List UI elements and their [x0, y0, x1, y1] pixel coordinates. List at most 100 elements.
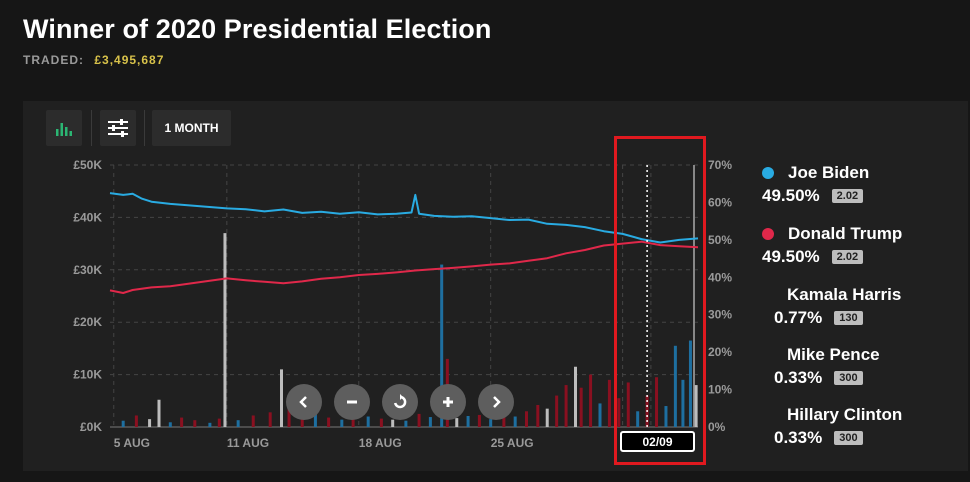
volume-bar	[574, 366, 577, 427]
volume-bar	[589, 374, 593, 427]
volume-bar	[477, 414, 481, 427]
x-axis-tick-label: 11 AUG	[227, 436, 269, 450]
volume-bar	[664, 406, 668, 427]
volume-bar	[455, 418, 459, 427]
candidate-name: Donald Trump	[788, 224, 903, 243]
chevron-right-icon	[493, 396, 501, 408]
odds-badge: 300	[834, 371, 863, 385]
candidate-percent: 49.50%	[762, 247, 820, 266]
volume-bar	[681, 379, 685, 427]
legend-item-pence[interactable]: Mike Pence 0.33% 300	[774, 345, 880, 388]
volume-bar	[564, 385, 568, 427]
volume-bar	[404, 420, 408, 427]
volume-bar	[268, 412, 272, 427]
plus-icon	[443, 397, 453, 407]
chart-type-button[interactable]	[46, 110, 82, 146]
toolbar-divider	[144, 110, 145, 146]
series-dot-icon	[762, 167, 774, 179]
volume-bar	[626, 382, 630, 427]
volume-bar	[607, 379, 611, 427]
odds-badge: 2.02	[831, 250, 864, 264]
range-1-month-button[interactable]: 1 MONTH	[152, 110, 231, 146]
left-axis-tick-label: £20K	[73, 315, 102, 329]
volume-bar	[157, 399, 161, 427]
odds-badge: 300	[834, 431, 863, 445]
x-axis-tick-label: 18 AUG	[359, 436, 402, 450]
volume-bar	[440, 264, 444, 427]
volume-bar	[313, 410, 317, 427]
legend-item-clinton[interactable]: Hillary Clinton 0.33% 300	[774, 405, 902, 448]
reset-zoom-button[interactable]	[382, 384, 418, 420]
volume-bar	[545, 408, 549, 427]
volume-bar	[366, 416, 370, 427]
traded-label: TRADED:	[23, 53, 84, 67]
volume-bar	[466, 415, 470, 427]
volume-bar	[525, 411, 528, 427]
traded-value: £3,495,687	[94, 53, 165, 67]
candidate-name: Joe Biden	[788, 163, 870, 182]
minus-icon	[347, 400, 357, 404]
left-axis-tick-label: £40K	[73, 210, 102, 224]
series-line	[109, 192, 699, 244]
candidate-percent: 49.50%	[762, 186, 820, 205]
volume-bar	[428, 417, 432, 427]
scroll-right-button[interactable]	[478, 384, 514, 420]
volume-bar	[636, 411, 640, 427]
traded-summary: TRADED: £3,495,687	[23, 53, 164, 67]
reset-icon	[393, 394, 407, 409]
volume-bar	[134, 415, 138, 427]
candidate-name: Kamala Harris	[787, 285, 902, 304]
volume-bar	[280, 369, 283, 427]
right-axis-tick-label: 0%	[708, 420, 726, 434]
volume-bar	[555, 395, 559, 427]
volume-bar	[617, 398, 621, 427]
volume-bar	[391, 419, 395, 427]
right-axis-tick-label: 50%	[708, 233, 732, 247]
zoom-out-button[interactable]	[334, 384, 370, 420]
volume-bar	[121, 420, 125, 427]
x-axis-tick-label: 5 AUG	[114, 436, 150, 450]
candidate-name: Mike Pence	[787, 345, 880, 364]
highlight-frame	[614, 136, 706, 465]
toolbar-divider	[91, 110, 92, 146]
left-axis-tick-label: £10K	[73, 368, 102, 382]
volume-bar	[489, 419, 493, 427]
volume-bar	[287, 408, 291, 427]
volume-bar	[340, 419, 344, 427]
legend-item-biden[interactable]: Joe Biden 49.50% 2.02	[762, 163, 869, 206]
volume-bar	[379, 418, 383, 427]
right-axis-tick-label: 30%	[708, 308, 732, 322]
volume-bar	[327, 417, 331, 427]
volume-bar	[502, 413, 506, 427]
volume-bar	[579, 387, 583, 427]
chart-settings-button[interactable]	[100, 110, 136, 146]
zoom-in-button[interactable]	[430, 384, 466, 420]
legend-item-trump[interactable]: Donald Trump 49.50% 2.02	[762, 224, 902, 267]
series-line	[109, 240, 699, 294]
sliders-icon	[108, 119, 128, 137]
volume-bar	[208, 422, 212, 427]
legend-item-harris[interactable]: Kamala Harris 0.77% 130	[774, 285, 902, 328]
bar-chart-icon	[56, 123, 72, 136]
chevron-left-icon	[299, 396, 307, 408]
odds-badge: 130	[834, 311, 863, 325]
right-axis-tick-label: 40%	[708, 270, 732, 284]
odds-badge: 2.02	[831, 189, 864, 203]
volume-bar	[513, 416, 517, 427]
volume-bar	[673, 345, 677, 427]
left-axis-tick-label: £50K	[73, 158, 102, 172]
volume-bar	[688, 340, 692, 427]
left-axis-tick-label: £0K	[80, 420, 102, 434]
candidate-percent: 0.33%	[774, 428, 823, 447]
volume-bar	[417, 413, 421, 427]
volume-bar	[694, 385, 698, 427]
cursor-date-label: 02/09	[620, 431, 695, 452]
candidate-percent: 0.77%	[774, 308, 823, 327]
x-axis-tick-label: 25 AUG	[491, 436, 534, 450]
right-axis-tick-label: 60%	[708, 195, 732, 209]
volume-bar	[536, 404, 540, 427]
range-label: 1 MONTH	[164, 121, 219, 135]
scroll-left-button[interactable]	[286, 384, 322, 420]
